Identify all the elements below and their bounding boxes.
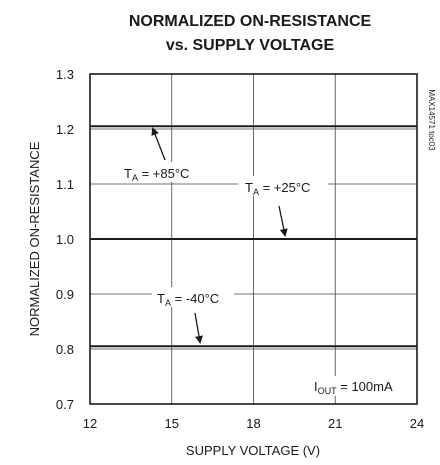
label-bg-m40 xyxy=(152,287,234,307)
y-tick-label: 1.3 xyxy=(56,67,74,82)
x-tick-labels: 12 15 18 21 24 xyxy=(83,416,424,431)
label-bg-iout xyxy=(311,376,409,396)
annotation-ta-m40: TA = -40°C xyxy=(157,291,219,308)
annotation-ta-25: TA = +25°C xyxy=(245,180,310,197)
y-tick-label: 0.8 xyxy=(56,342,74,357)
x-tick-label: 18 xyxy=(246,416,260,431)
annotation-iout: IOUT = 100mA xyxy=(314,379,393,396)
y-tick-label: 1.2 xyxy=(56,122,74,137)
annotation-ta-85: TA = +85°C xyxy=(124,166,189,183)
y-axis-label: NORMALIZED ON-RESISTANCE xyxy=(27,141,42,336)
x-tick-label: 15 xyxy=(165,416,179,431)
x-tick-label: 24 xyxy=(410,416,424,431)
series-group xyxy=(90,125,417,348)
label-bg-25 xyxy=(238,176,328,196)
arrow-85 xyxy=(151,127,166,161)
y-tick-label: 1.0 xyxy=(56,232,74,247)
figure-code: MAX14571 toc03 xyxy=(427,89,436,151)
x-tick-label: 12 xyxy=(83,416,97,431)
x-axis-label: SUPPLY VOLTAGE (V) xyxy=(186,443,320,458)
y-tick-label: 0.9 xyxy=(56,287,74,302)
plot-frame xyxy=(89,73,418,405)
label-bg-85 xyxy=(120,162,207,182)
arrow-25 xyxy=(278,205,288,237)
x-tick-label: 21 xyxy=(328,416,342,431)
y-tick-label: 0.7 xyxy=(56,397,74,412)
chart-title-line1: NORMALIZED ON-RESISTANCE xyxy=(129,13,372,30)
y-tick-labels: 1.3 1.2 1.1 1.0 0.9 0.8 0.7 xyxy=(56,67,74,412)
chart-title-line2: vs. SUPPLY VOLTAGE xyxy=(166,37,335,54)
y-tick-label: 1.1 xyxy=(56,177,74,192)
arrow-m40 xyxy=(194,312,203,344)
